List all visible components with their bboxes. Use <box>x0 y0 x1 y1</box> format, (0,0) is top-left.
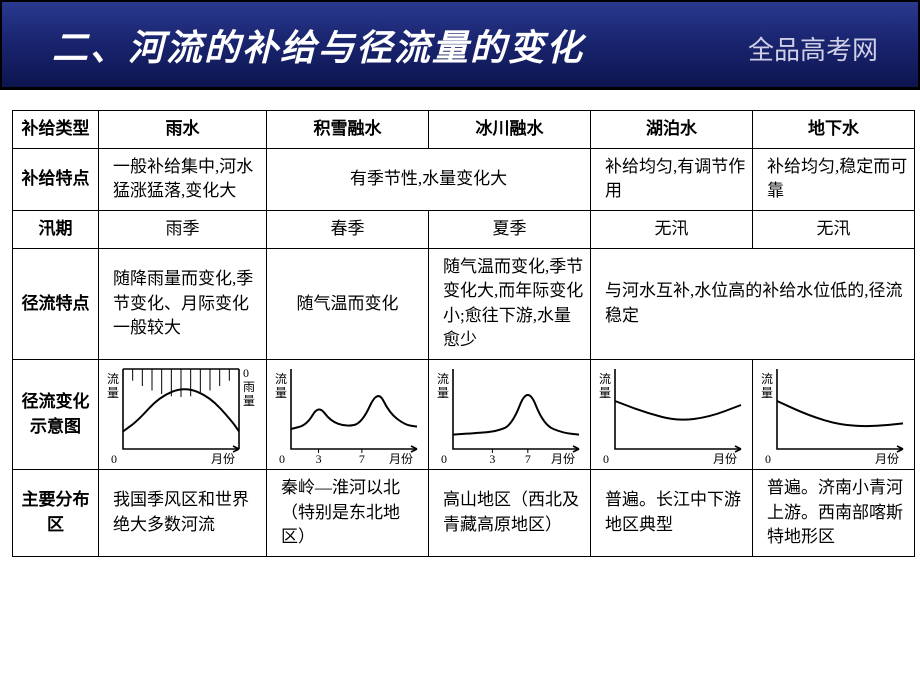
svg-text:3: 3 <box>489 452 495 466</box>
chart-ice: 流量 0 月份 3 7 <box>429 360 591 470</box>
cell-flood-rain: 雨季 <box>99 210 267 248</box>
cell-dist-rain: 我国季风区和世界绝大多数河流 <box>99 470 267 557</box>
svg-text:月份: 月份 <box>211 452 235 466</box>
cell-runoff-lakeground: 与河水互补,水位高的补给水位低的,径流稳定 <box>591 248 915 360</box>
cell-dist-snow: 秦岭―淮河以北（特别是东北地区） <box>267 470 429 557</box>
svg-text:量: 量 <box>107 386 119 400</box>
cell-feature-snowice: 有季节性,水量变化大 <box>267 148 591 210</box>
svg-text:量: 量 <box>243 394 255 408</box>
row-dist: 主要分布区 我国季风区和世界绝大多数河流 秦岭―淮河以北（特别是东北地区） 高山… <box>13 470 915 557</box>
svg-text:流: 流 <box>275 372 287 386</box>
svg-text:月份: 月份 <box>389 452 413 466</box>
svg-text:流: 流 <box>761 372 773 386</box>
row-feature: 补给特点 一般补给集中,河水猛涨猛落,变化大 有季节性,水量变化大 补给均匀,有… <box>13 148 915 210</box>
svg-text:月份: 月份 <box>875 452 899 466</box>
row-chart: 径流变化示意图 流量0月份0雨量 流量0月份37 流量0月份37 流量0月份 流… <box>13 360 915 470</box>
cell-feature-lake: 补给均匀,有调节作用 <box>591 148 753 210</box>
supply-table: 补给类型 雨水 积雪融水 冰川融水 湖泊水 地下水 补给特点 一般补给集中,河水… <box>12 110 915 557</box>
svg-text:量: 量 <box>599 386 611 400</box>
header-flood: 汛期 <box>13 210 99 248</box>
header-dist: 主要分布区 <box>13 470 99 557</box>
page-subtitle: 全品高考网 <box>748 30 878 67</box>
cell-runoff-rain: 随降雨量而变化,季节变化、月际变化一般较大 <box>99 248 267 360</box>
page-header: 二、河流的补给与径流量的变化 全品高考网 <box>0 0 920 90</box>
cell-dist-ice: 高山地区（西北及青藏高原地区） <box>429 470 591 557</box>
cell-dist-ground: 普遍。济南小青河上游。西南部喀斯特地形区 <box>753 470 915 557</box>
page-title: 二、河流的补给与径流量的变化 <box>52 19 584 71</box>
cell-flood-ground: 无汛 <box>753 210 915 248</box>
row-flood: 汛期 雨季 春季 夏季 无汛 无汛 <box>13 210 915 248</box>
cell-flood-snow: 春季 <box>267 210 429 248</box>
row-runoff: 径流特点 随降雨量而变化,季节变化、月际变化一般较大 随气温而变化 随气温而变化… <box>13 248 915 360</box>
chart-snow: 流量 0 月份 3 7 <box>267 360 429 470</box>
svg-text:月份: 月份 <box>713 452 737 466</box>
svg-text:7: 7 <box>359 452 365 466</box>
svg-text:0: 0 <box>279 452 285 466</box>
cell-flood-ice: 夏季 <box>429 210 591 248</box>
svg-text:0: 0 <box>603 452 609 466</box>
chart-lake: 流量 0 月份 <box>591 360 753 470</box>
svg-text:0: 0 <box>243 366 249 380</box>
svg-text:量: 量 <box>275 386 287 400</box>
svg-text:量: 量 <box>437 386 449 400</box>
col-lake: 湖泊水 <box>591 111 753 149</box>
header-runoff: 径流特点 <box>13 248 99 360</box>
svg-text:雨: 雨 <box>243 380 255 394</box>
svg-text:月份: 月份 <box>551 452 575 466</box>
svg-text:流: 流 <box>437 372 449 386</box>
svg-text:0: 0 <box>765 452 771 466</box>
col-ground: 地下水 <box>753 111 915 149</box>
cell-runoff-ice: 随气温而变化,季节变化大,而年际变化小;愈往下游,水量愈少 <box>429 248 591 360</box>
table-container: 补给类型 雨水 积雪融水 冰川融水 湖泊水 地下水 补给特点 一般补给集中,河水… <box>0 90 920 567</box>
chart-rain: 流量0月份0雨量 <box>99 360 267 470</box>
svg-text:流: 流 <box>107 372 119 386</box>
chart-ground: 流量 0 月份 <box>753 360 915 470</box>
header-chart: 径流变化示意图 <box>13 360 99 470</box>
table-header-row: 补给类型 雨水 积雪融水 冰川融水 湖泊水 地下水 <box>13 111 915 149</box>
cell-runoff-snow: 随气温而变化 <box>267 248 429 360</box>
svg-text:7: 7 <box>525 452 531 466</box>
col-snow: 积雪融水 <box>267 111 429 149</box>
cell-flood-lake: 无汛 <box>591 210 753 248</box>
cell-feature-ground: 补给均匀,稳定而可靠 <box>753 148 915 210</box>
svg-text:量: 量 <box>761 386 773 400</box>
cell-feature-rain: 一般补给集中,河水猛涨猛落,变化大 <box>99 148 267 210</box>
col-rain: 雨水 <box>99 111 267 149</box>
header-feature: 补给特点 <box>13 148 99 210</box>
svg-text:流: 流 <box>599 372 611 386</box>
col-ice: 冰川融水 <box>429 111 591 149</box>
svg-text:3: 3 <box>316 452 322 466</box>
header-type: 补给类型 <box>13 111 99 149</box>
svg-text:0: 0 <box>111 452 117 466</box>
cell-dist-lake: 普遍。长江中下游地区典型 <box>591 470 753 557</box>
svg-text:0: 0 <box>441 452 447 466</box>
